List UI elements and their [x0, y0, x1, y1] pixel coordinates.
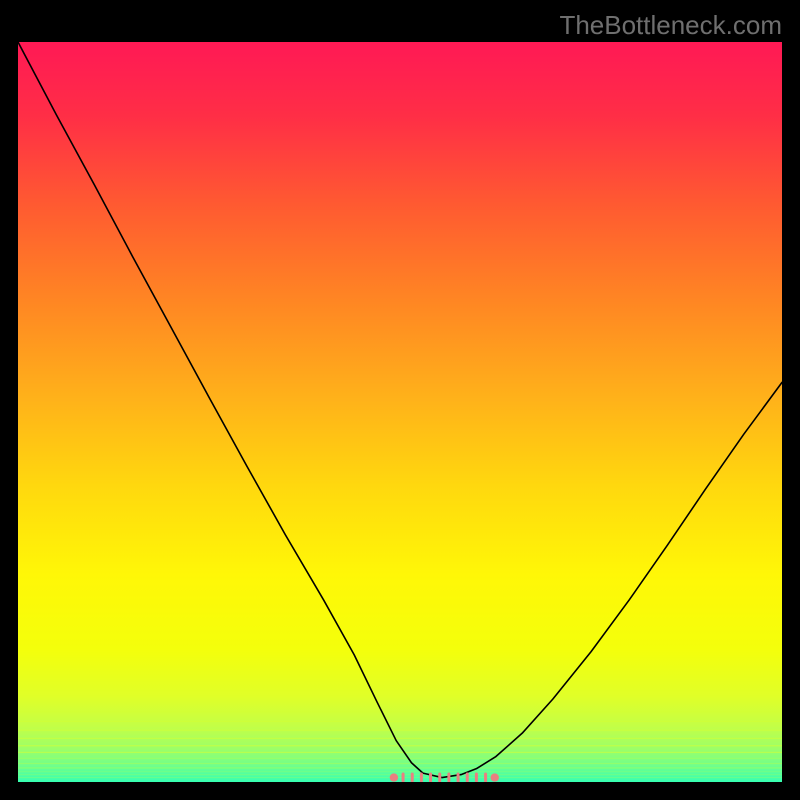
plot-area [18, 42, 782, 782]
watermark-text: TheBottleneck.com [559, 10, 782, 41]
trough-end-dot [390, 773, 398, 781]
trough-end-dot [491, 773, 499, 781]
curve-overlay [18, 42, 782, 782]
bottleneck-curve [18, 42, 782, 778]
chart-stage: TheBottleneck.com [0, 0, 800, 800]
